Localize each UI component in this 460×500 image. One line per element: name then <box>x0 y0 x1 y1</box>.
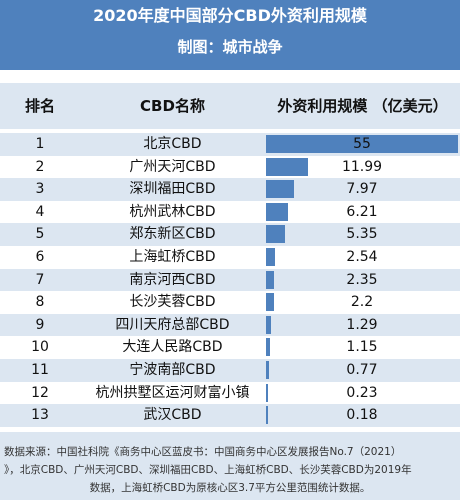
value-label: 2.54 <box>346 249 378 265</box>
rank-cell: 11 <box>31 362 49 378</box>
rank-cell: 7 <box>35 271 45 288</box>
value-label: 6.21 <box>346 203 378 220</box>
table-row: 6 上海虹桥CBD 2.54 <box>0 246 460 269</box>
table-row: 9 四川天府总部CBD 1.29 <box>0 313 460 337</box>
cbd-name-cell: 长沙芙蓉CBD <box>129 294 216 311</box>
rank-cell: 6 <box>35 249 45 265</box>
table-row: 10 大连人民路CBD 1.15 <box>0 336 460 359</box>
table-row: 12 杭州拱墅区运河财富小镇 0.23 <box>0 382 460 405</box>
table-row: 11 宁波南部CBD 0.77 <box>0 359 460 382</box>
chart-header: 2020年度中国部分CBD外资利用规模 制图：城市战争 <box>0 0 460 70</box>
value-label: 55 <box>353 136 371 152</box>
value-bar <box>266 270 275 289</box>
cbd-name-cell: 北京CBD <box>143 136 202 152</box>
table-row: 2 广州天河CBD 11.99 <box>0 156 460 179</box>
value-label: 0.23 <box>346 384 378 401</box>
footer-notes: 数据来源：中国社科院《商务中心区蓝皮书：中国商务中心区发展报告No.7（2021… <box>0 432 460 500</box>
value-bar <box>266 406 268 425</box>
value-bar <box>266 202 288 221</box>
chart-subtitle: 制图：城市战争 <box>177 38 283 56</box>
value-bar <box>266 338 270 357</box>
value-bar <box>266 135 458 153</box>
cbd-name-cell: 武汉CBD <box>143 407 202 424</box>
value-label: 11.99 <box>341 158 383 175</box>
value-label: 7.97 <box>346 181 378 198</box>
table-header: 排名 CBD名称 外资利用规模 （亿美元） <box>0 83 460 129</box>
cbd-name-cell: 郑东新区CBD <box>129 226 216 243</box>
table-row: 13 武汉CBD 0.18 <box>0 404 460 427</box>
table-row: 5 郑东新区CBD 5.35 <box>0 223 460 246</box>
value-bar <box>266 180 294 199</box>
cbd-name-cell: 广州天河CBD <box>129 158 216 175</box>
rank-cell: 1 <box>35 136 45 152</box>
value-label: 1.15 <box>346 339 378 356</box>
rank-cell: 8 <box>35 294 45 311</box>
table-row: 3 深圳福田CBD 7.97 <box>0 178 460 201</box>
value-bar <box>266 157 308 176</box>
cbd-name-cell: 南京河西CBD <box>129 271 216 288</box>
value-label: 2.35 <box>346 271 378 288</box>
value-bar <box>266 361 269 379</box>
rank-cell: 13 <box>31 407 49 424</box>
cbd-name-cell: 深圳福田CBD <box>129 181 216 198</box>
value-label: 2.2 <box>350 294 374 311</box>
rank-cell: 5 <box>35 226 45 243</box>
cbd-name-cell: 宁波南部CBD <box>129 362 216 378</box>
value-bar <box>266 293 274 312</box>
value-bar <box>266 383 268 402</box>
rank-cell: 4 <box>35 203 45 220</box>
value-label: 0.18 <box>346 407 378 424</box>
value-label: 0.77 <box>346 362 378 378</box>
value-bar <box>266 225 285 244</box>
table-row: 1 北京CBD 55 <box>0 133 460 156</box>
value-bar <box>266 315 271 334</box>
table-row: 4 杭州武林CBD 6.21 <box>0 201 460 224</box>
value-label: 5.35 <box>346 226 378 243</box>
column-header-value: 外资利用规模 （亿美元） <box>277 97 448 115</box>
footnote-line-1: 》，北京CBD、广州天河CBD、深圳福田CBD、上海虹桥CBD、长沙芙蓉CBD为… <box>4 464 412 476</box>
cbd-name-cell: 杭州拱墅区运河财富小镇 <box>95 384 250 401</box>
data-source: 数据来源：中国社科院《商务中心区蓝皮书：中国商务中心区发展报告No.7（2021… <box>4 446 402 458</box>
value-label: 1.29 <box>346 316 378 333</box>
table-row: 8 长沙芙蓉CBD 2.2 <box>0 291 460 314</box>
table-row: 7 南京河西CBD 2.35 <box>0 268 460 292</box>
rank-cell: 10 <box>31 339 49 356</box>
rank-cell: 12 <box>31 384 49 401</box>
chart-title: 2020年度中国部分CBD外资利用规模 <box>93 6 367 25</box>
footnote-line-2: 数据，上海虹桥CBD为原核心区3.7平方公里范围统计数据。 <box>89 482 371 494</box>
rank-cell: 3 <box>35 181 45 198</box>
cbd-name-cell: 上海虹桥CBD <box>129 249 216 265</box>
rank-cell: 9 <box>35 316 45 333</box>
value-bar <box>266 248 275 266</box>
cbd-name-cell: 杭州武林CBD <box>129 203 216 220</box>
rank-cell: 2 <box>35 158 45 175</box>
cbd-name-cell: 四川天府总部CBD <box>115 316 230 333</box>
column-header-name: CBD名称 <box>140 97 205 115</box>
column-header-rank: 排名 <box>24 97 55 115</box>
cbd-name-cell: 大连人民路CBD <box>122 339 223 356</box>
